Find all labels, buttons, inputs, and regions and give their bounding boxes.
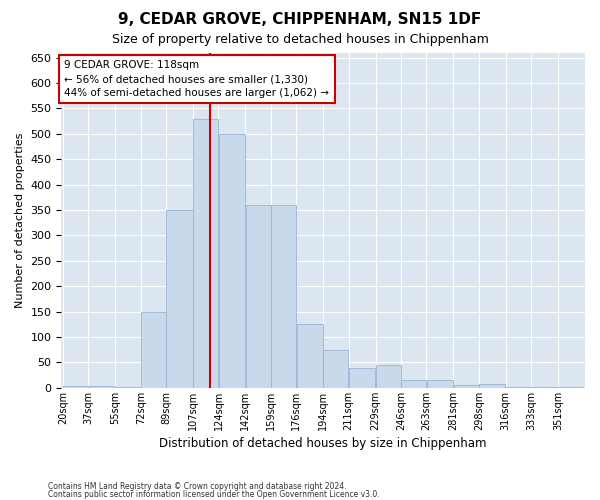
Bar [296,324,323,388]
Text: 9 CEDAR GROVE: 118sqm
← 56% of detached houses are smaller (1,330)
44% of semi-d: 9 CEDAR GROVE: 118sqm ← 56% of detached … [64,60,329,98]
Bar [376,365,401,388]
Bar [166,210,193,388]
Bar [245,205,271,388]
Bar [427,380,453,388]
Bar [454,386,479,388]
Text: Contains HM Land Registry data © Crown copyright and database right 2024.: Contains HM Land Registry data © Crown c… [48,482,347,491]
Text: 9, CEDAR GROVE, CHIPPENHAM, SN15 1DF: 9, CEDAR GROVE, CHIPPENHAM, SN15 1DF [118,12,482,28]
Text: Size of property relative to detached houses in Chippenham: Size of property relative to detached ho… [112,32,488,46]
Bar [349,368,375,388]
Bar [401,380,426,388]
Text: Contains public sector information licensed under the Open Government Licence v3: Contains public sector information licen… [48,490,380,499]
X-axis label: Distribution of detached houses by size in Chippenham: Distribution of detached houses by size … [160,437,487,450]
Y-axis label: Number of detached properties: Number of detached properties [15,132,25,308]
Bar [219,134,245,388]
Bar [479,384,505,388]
Bar [271,205,296,388]
Bar [193,118,218,388]
Bar [89,386,115,388]
Bar [323,350,349,388]
Bar [63,386,88,388]
Bar [141,312,166,388]
